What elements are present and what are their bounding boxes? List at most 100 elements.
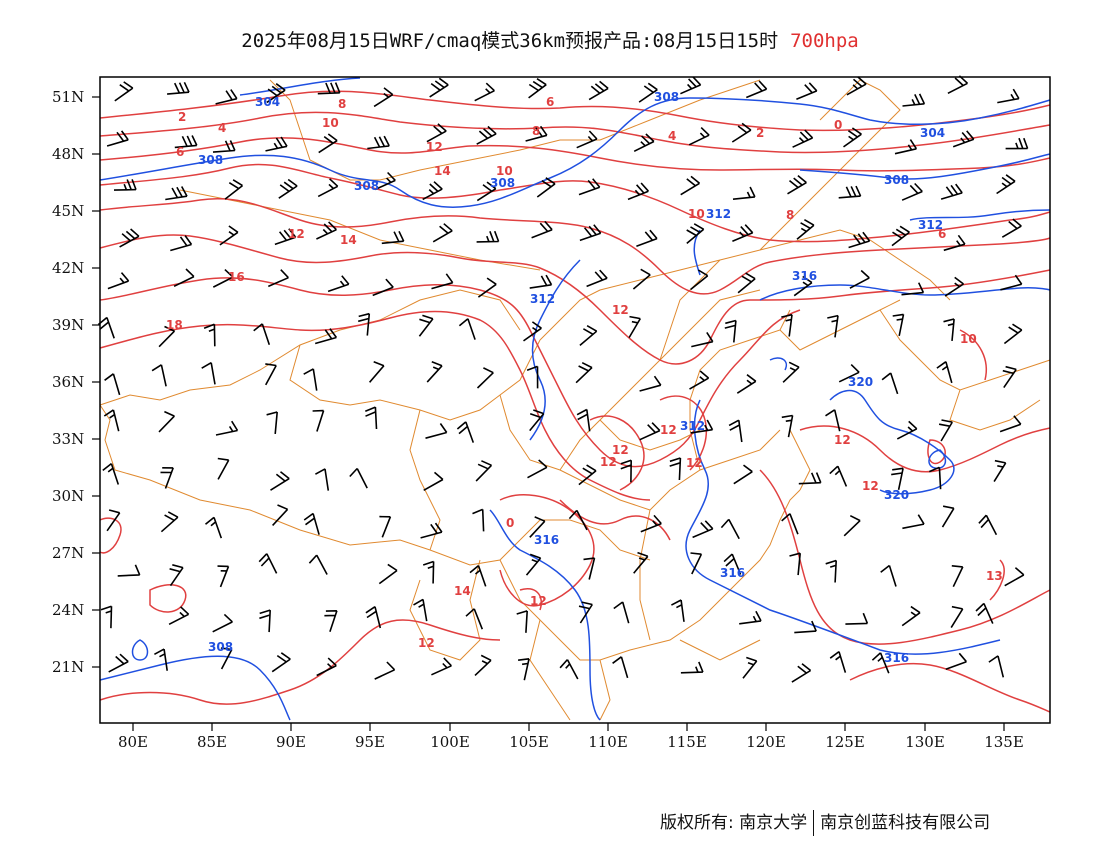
- wind-barb: [100, 605, 113, 629]
- wind-barb: [529, 274, 553, 289]
- wind-barb: [374, 661, 396, 680]
- height-label: 312: [918, 218, 943, 232]
- wind-barb: [690, 552, 703, 575]
- height-label: 316: [534, 533, 559, 547]
- wind-barb: [314, 328, 338, 345]
- wind-barb: [732, 224, 754, 243]
- wind-barb: [781, 513, 799, 535]
- wind-barb: [689, 370, 710, 390]
- temp-label: 10: [496, 164, 513, 178]
- wind-barb: [523, 321, 542, 342]
- pressure-level: 700hpa: [790, 30, 859, 52]
- temp-label: 12: [612, 303, 629, 317]
- temp-label: 12: [426, 140, 443, 154]
- temp-label: 12: [530, 594, 547, 608]
- wind-barb: [827, 314, 839, 338]
- lat-tick-label: 51N: [52, 88, 84, 106]
- wind-barb: [266, 83, 286, 104]
- wind-barb: [639, 375, 662, 392]
- wind-barb: [104, 373, 121, 396]
- wind-barb: [367, 135, 390, 150]
- temp-label: 13: [986, 569, 1003, 583]
- wind-barb: [117, 564, 141, 577]
- wind-barb: [792, 129, 814, 148]
- wind-barb: [732, 186, 756, 200]
- wind-barb: [267, 269, 289, 288]
- wind-barb: [525, 125, 548, 142]
- lon-tick-label: 135E: [984, 733, 1024, 751]
- wind-barb: [219, 225, 239, 246]
- height-label: 312: [680, 419, 705, 433]
- height-label: 308: [198, 153, 223, 167]
- wind-barb: [258, 553, 278, 574]
- wind-barb: [692, 520, 714, 539]
- wind-barb: [324, 610, 338, 632]
- wind-barb: [829, 465, 848, 487]
- wind-barb: [168, 606, 190, 626]
- temp-label: 10: [960, 332, 977, 346]
- wind-barb: [796, 219, 815, 240]
- temp-label: 12: [600, 455, 617, 469]
- plot-frame: [99, 76, 1051, 724]
- wind-barb: [892, 313, 905, 337]
- wind-barb: [782, 361, 800, 383]
- wind-barb: [843, 514, 861, 537]
- wind-barb: [579, 224, 602, 242]
- wind-barb: [420, 522, 443, 539]
- wind-barb: [215, 420, 239, 436]
- temp-label: 12: [418, 636, 435, 650]
- wind-barb: [894, 139, 918, 155]
- lat-tick-label: 39N: [52, 316, 84, 334]
- wind-barb: [902, 514, 925, 530]
- wind-barb: [368, 361, 385, 383]
- wind-barb: [978, 514, 998, 536]
- wind-barb: [316, 657, 337, 677]
- wind-barb: [825, 559, 837, 583]
- lon-tick-label: 80E: [118, 733, 148, 751]
- wind-barb: [731, 122, 752, 143]
- temp-label: 12: [834, 433, 851, 447]
- wind-barb: [951, 565, 964, 588]
- lat-tick-label: 36N: [52, 373, 84, 391]
- wind-barb: [938, 419, 953, 442]
- lon-tick-label: 115E: [667, 733, 707, 751]
- wind-barb: [901, 182, 923, 201]
- wind-barb: [113, 179, 137, 191]
- height-label: 316: [792, 269, 817, 283]
- temp-label: 4: [218, 121, 226, 135]
- temp-label: 8: [532, 124, 540, 138]
- wind-barb: [633, 551, 649, 574]
- wind-barb: [945, 652, 968, 671]
- wind-barb: [151, 364, 167, 387]
- temp-label: 18: [166, 318, 183, 332]
- wind-barb: [798, 472, 822, 485]
- wind-barb: [364, 406, 378, 430]
- lat-tick-label: 42N: [52, 259, 84, 277]
- wind-barb: [106, 509, 121, 532]
- wind-barb: [686, 223, 705, 245]
- lat-tick-label: 48N: [52, 145, 84, 163]
- wind-barbs: [97, 75, 1029, 683]
- height-label: 316: [720, 566, 745, 580]
- wind-barb: [107, 272, 130, 290]
- wind-barb: [217, 457, 230, 480]
- wind-barb: [423, 471, 444, 491]
- title-main: 2025年08月15日WRF/cmaq模式36km预报产品:08月15日15时: [241, 30, 779, 52]
- height-label: 312: [706, 207, 731, 221]
- temp-label: 4: [668, 129, 676, 143]
- temp-label: 10: [322, 116, 339, 130]
- temp-label: 2: [756, 126, 764, 140]
- wind-barb: [432, 223, 453, 243]
- wind-barb: [891, 225, 910, 247]
- wind-barb: [212, 140, 236, 153]
- wind-barb: [620, 459, 632, 483]
- wind-barb: [265, 136, 288, 152]
- wind-barb: [426, 123, 447, 143]
- wind-barb: [1002, 365, 1017, 389]
- wind-barb: [1000, 274, 1023, 291]
- wind-barb: [212, 613, 233, 633]
- copyright-owner: 版权所有: 南京大学: [660, 813, 808, 833]
- height-label: 304: [920, 126, 945, 140]
- wind-barb: [578, 464, 597, 486]
